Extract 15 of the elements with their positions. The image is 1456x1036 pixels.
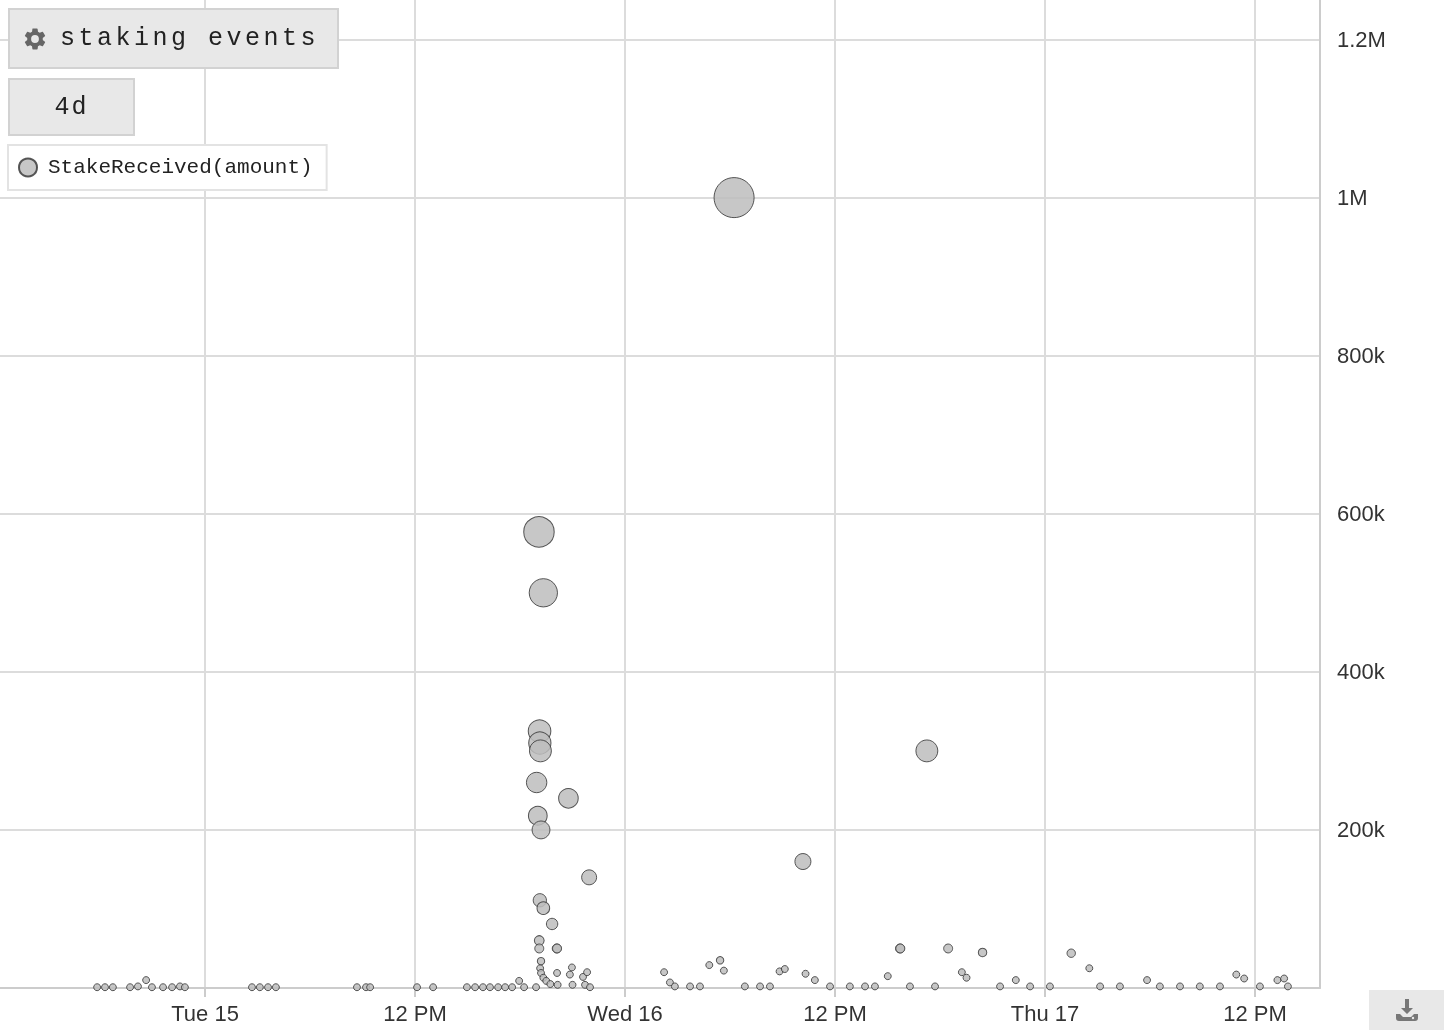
x-tick-label: 12 PM (1223, 1000, 1287, 1026)
legend-label: StakeReceived(amount) (48, 156, 313, 179)
x-tick-label: Thu 17 (1010, 1000, 1080, 1026)
y-tick-label: 1.2M (1337, 27, 1386, 53)
range-button: 4d (8, 78, 135, 136)
y-tick-label: 800k (1337, 343, 1386, 369)
y-tick-label: 600k (1337, 501, 1386, 527)
text: staking events (60, 24, 320, 53)
x-tick-label: Tue 15 (171, 1000, 239, 1026)
y-tick-label: 1M (1337, 185, 1368, 211)
y-tick-label: 200k (1337, 817, 1386, 843)
x-tick-label: Wed 16 (587, 1000, 663, 1026)
y-tick-label: 400k (1337, 659, 1386, 685)
x-tick-label: 12 PM (383, 1000, 447, 1026)
x-tick-label: 12 PM (803, 1000, 867, 1026)
